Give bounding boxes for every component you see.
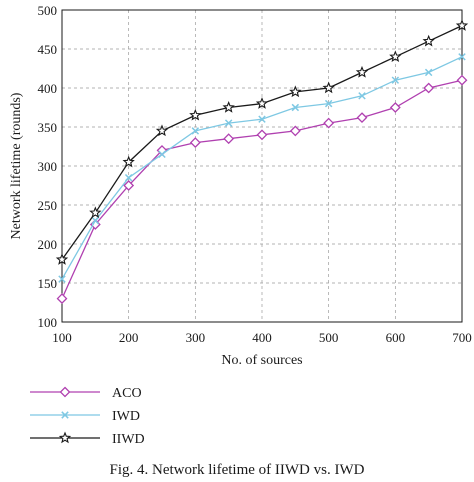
data-point: [189, 137, 201, 149]
data-point: [422, 34, 435, 47]
data-point: [56, 293, 68, 305]
data-point: [55, 253, 69, 265]
legend-item-iwd: IWD: [30, 409, 140, 424]
data-point: [322, 81, 335, 94]
legend-item-aco: ACO: [30, 386, 142, 401]
x-tick-label: 500: [319, 330, 339, 345]
figure-caption: Fig. 4. Network lifetime of IIWD vs. IWD: [110, 462, 365, 478]
x-tick-label: 100: [52, 330, 72, 345]
data-point: [89, 206, 102, 219]
data-point: [324, 99, 333, 108]
data-point: [455, 19, 469, 31]
y-tick-label: 500: [38, 3, 58, 18]
tick-labels: 100 200 300 400 500 600 700 100 150 200 250 300 350 4…: [38, 3, 472, 345]
legend-label: IWD: [112, 409, 140, 424]
y-tick-label: 300: [38, 159, 58, 174]
x-tick-label: 400: [252, 330, 272, 345]
y-tick-label: 100: [38, 315, 58, 330]
data-point: [58, 275, 66, 283]
data-point: [356, 112, 368, 124]
y-tick-label: 150: [38, 276, 58, 291]
data-point: [358, 92, 366, 100]
series-iiwd: [55, 19, 469, 265]
data-point: [224, 119, 233, 127]
data-point: [189, 108, 202, 121]
series-iwd: [58, 53, 466, 283]
legend: ACO IWD IIWD: [30, 386, 145, 447]
data-point: [124, 173, 133, 182]
y-axis-label: Network lifetime (rounds): [9, 92, 24, 239]
data-point: [61, 411, 69, 419]
x-tick-label: 700: [452, 330, 472, 345]
x-tick-label: 200: [119, 330, 139, 345]
data-point: [123, 180, 135, 191]
y-tick-label: 250: [38, 198, 58, 213]
data-point: [256, 129, 268, 141]
data-point: [456, 74, 468, 86]
data-point: [91, 216, 100, 225]
data-point: [122, 155, 135, 168]
data-point: [323, 117, 335, 129]
data-point: [158, 150, 166, 159]
data-point: [59, 386, 71, 398]
data-point: [223, 133, 235, 145]
data-point: [289, 125, 301, 137]
data-point: [389, 102, 401, 113]
data-point: [191, 127, 200, 135]
data-point: [391, 76, 400, 84]
data-point: [424, 68, 433, 77]
y-tick-label: 350: [38, 120, 58, 135]
legend-label: IIWD: [112, 432, 145, 447]
y-tick-label: 450: [38, 42, 58, 57]
x-axis-label: No. of sources: [221, 353, 302, 368]
data-point: [458, 53, 466, 61]
data-point: [155, 124, 169, 137]
legend-label: ACO: [112, 386, 142, 401]
legend-item-iiwd: IIWD: [30, 431, 145, 447]
data-point: [291, 103, 300, 112]
data-point: [423, 82, 435, 94]
x-tick-label: 600: [386, 330, 406, 345]
data-point: [355, 65, 369, 78]
data-point: [389, 50, 402, 63]
data-point: [289, 85, 302, 98]
data-point: [58, 431, 72, 444]
grid: [62, 10, 462, 322]
y-tick-label: 200: [38, 237, 58, 252]
data-point: [255, 97, 269, 109]
data-point: [258, 115, 266, 123]
plot-frame: [61, 9, 463, 323]
data-point: [222, 101, 235, 113]
y-tick-label: 400: [38, 81, 58, 96]
series-layer: [55, 19, 469, 305]
x-tick-label: 300: [186, 330, 206, 345]
